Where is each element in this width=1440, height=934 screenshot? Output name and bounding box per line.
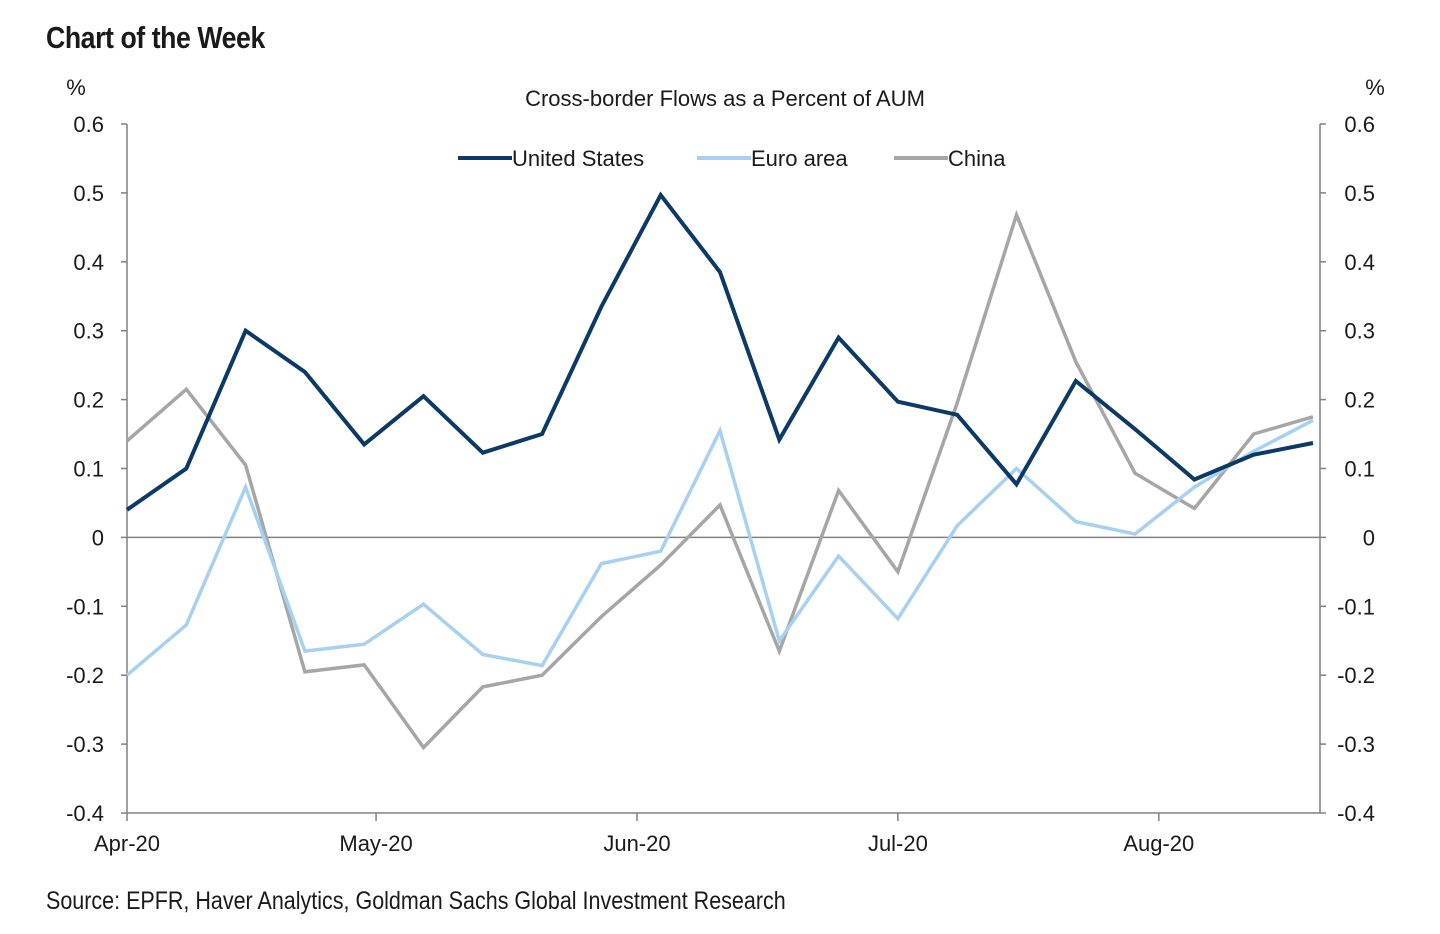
chart-axes: 0.6 0.6 0.5 0.5 0.4 0.4 0.3 0.3 0.2 0.2 0.1 0.1 0 0 -0… (66, 112, 1375, 856)
x-tick-label: Apr-20 (94, 831, 160, 856)
right-y-tick-label: 0.6 (1344, 112, 1375, 137)
left-y-tick-label: 0.1 (73, 457, 104, 482)
x-tick-label: Aug-20 (1123, 831, 1194, 856)
left-y-tick-label: -0.4 (66, 801, 104, 826)
source-note: Source: EPFR, Haver Analytics, Goldman S… (46, 887, 786, 915)
left-y-tick-label: 0.6 (73, 112, 104, 137)
chart-series (125, 191, 1314, 751)
right-y-tick-label: 0.2 (1344, 388, 1375, 413)
left-y-tick-label: -0.3 (66, 732, 104, 757)
right-y-tick-label: -0.2 (1337, 663, 1375, 688)
series-line-china (125, 209, 1314, 751)
right-y-tick-label: -0.4 (1337, 801, 1375, 826)
left-y-tick-label: -0.1 (66, 594, 104, 619)
right-axis-unit: % (1365, 75, 1385, 100)
legend-label-euro-area: Euro area (751, 146, 848, 171)
right-y-tick-label: 0.5 (1344, 181, 1375, 206)
page-heading: Chart of the Week (46, 20, 265, 55)
x-tick-label: Jun-20 (603, 831, 670, 856)
series-line-euro-area (125, 418, 1314, 677)
legend-label-china: China (948, 146, 1006, 171)
series-line-united-states (125, 191, 1314, 512)
line-chart: 0.6 0.6 0.5 0.5 0.4 0.4 0.3 0.3 0.2 0.2 0.1 0.1 0 0 -0… (66, 75, 1385, 856)
right-y-tick-label: 0.4 (1344, 250, 1375, 275)
chart-legend: United States Euro area China (458, 146, 1006, 171)
left-y-tick-label: 0.5 (73, 181, 104, 206)
right-y-tick-label: -0.3 (1337, 732, 1375, 757)
x-tick-label: May-20 (339, 831, 412, 856)
right-y-tick-label: 0.3 (1344, 319, 1375, 344)
left-axis-unit: % (66, 75, 86, 100)
left-y-tick-label: 0.3 (73, 319, 104, 344)
x-tick-label: Jul-20 (868, 831, 928, 856)
legend-label-united-states: United States (512, 146, 644, 171)
left-y-tick-label: -0.2 (66, 663, 104, 688)
left-y-tick-label: 0.2 (73, 388, 104, 413)
right-y-tick-label: -0.1 (1337, 594, 1375, 619)
chart-title: Cross-border Flows as a Percent of AUM (525, 86, 925, 111)
right-y-tick-label: 0 (1363, 525, 1375, 550)
left-y-tick-label: 0 (92, 525, 104, 550)
right-y-tick-label: 0.1 (1344, 457, 1375, 482)
left-y-tick-label: 0.4 (73, 250, 104, 275)
